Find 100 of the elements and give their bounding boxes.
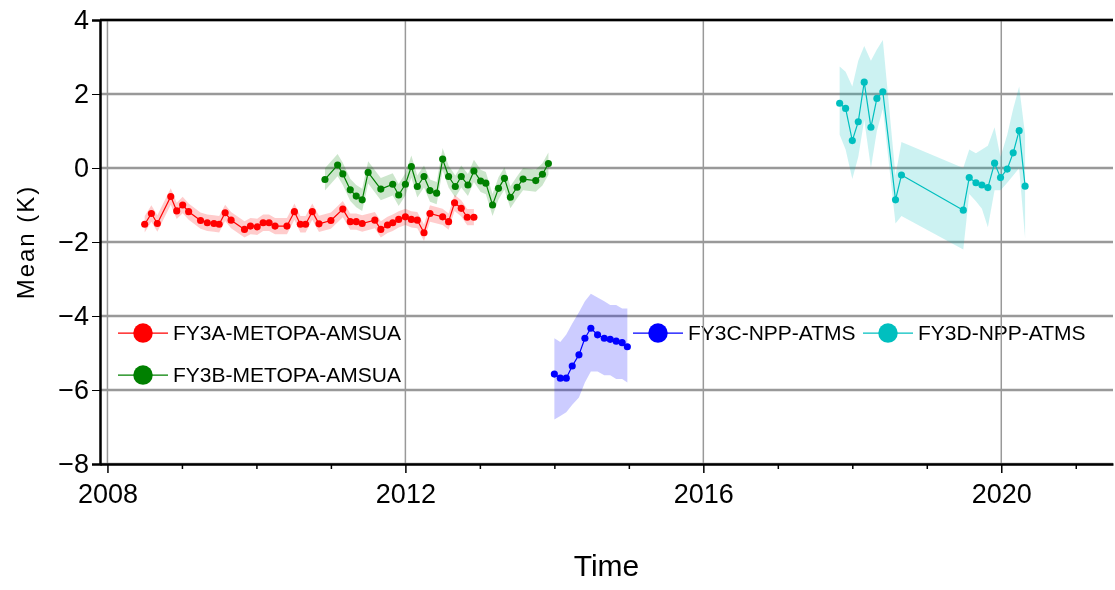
point bbox=[581, 334, 589, 342]
point bbox=[352, 218, 360, 226]
point bbox=[221, 209, 229, 217]
point bbox=[377, 225, 385, 233]
point bbox=[464, 181, 472, 189]
point bbox=[488, 201, 497, 209]
point bbox=[873, 94, 881, 102]
point bbox=[420, 172, 428, 181]
point bbox=[562, 374, 570, 382]
point bbox=[321, 175, 329, 184]
point bbox=[623, 343, 631, 351]
point bbox=[848, 137, 856, 145]
point bbox=[1021, 182, 1029, 190]
point bbox=[457, 172, 465, 181]
point bbox=[606, 335, 614, 343]
x-axis-title: Time bbox=[573, 549, 640, 582]
point bbox=[302, 220, 310, 228]
point bbox=[500, 174, 509, 182]
point bbox=[196, 216, 205, 225]
point bbox=[984, 184, 992, 192]
point bbox=[339, 205, 347, 213]
point bbox=[271, 222, 279, 230]
point bbox=[358, 196, 366, 204]
point bbox=[860, 78, 868, 86]
point bbox=[513, 183, 521, 191]
point bbox=[965, 174, 973, 182]
point bbox=[413, 216, 421, 224]
point bbox=[377, 185, 385, 193]
x-tick-label: 2016 bbox=[673, 478, 734, 509]
point bbox=[618, 339, 626, 347]
legend-label: FY3D-NPP-ATMS bbox=[918, 321, 1086, 345]
point bbox=[836, 99, 844, 107]
point bbox=[246, 222, 255, 230]
point bbox=[346, 186, 354, 194]
point bbox=[395, 215, 403, 223]
point bbox=[426, 187, 434, 195]
point bbox=[568, 362, 576, 370]
point bbox=[879, 88, 887, 96]
point bbox=[407, 162, 415, 171]
y-tick-label: 4 bbox=[73, 5, 89, 36]
point bbox=[389, 180, 397, 188]
point bbox=[445, 218, 453, 226]
y-tick-label: −4 bbox=[58, 301, 89, 332]
point bbox=[575, 351, 583, 359]
point bbox=[413, 182, 421, 191]
point bbox=[451, 182, 459, 191]
point bbox=[371, 216, 379, 224]
point bbox=[532, 177, 540, 185]
point bbox=[420, 229, 428, 237]
point bbox=[1009, 149, 1017, 157]
point bbox=[283, 222, 291, 230]
point bbox=[327, 216, 335, 225]
point bbox=[167, 192, 175, 201]
point bbox=[978, 181, 986, 189]
point bbox=[457, 204, 465, 212]
legend-label: FY3C-NPP-ATMS bbox=[688, 321, 856, 345]
point bbox=[450, 199, 459, 207]
point bbox=[358, 219, 366, 228]
point bbox=[141, 220, 149, 228]
point bbox=[364, 168, 372, 176]
point bbox=[867, 123, 875, 131]
point bbox=[991, 159, 999, 167]
point bbox=[407, 215, 415, 223]
point bbox=[259, 219, 267, 227]
point bbox=[445, 172, 453, 181]
point bbox=[556, 374, 564, 382]
x-tick-label: 2008 bbox=[77, 478, 138, 509]
point bbox=[439, 155, 447, 163]
point bbox=[203, 219, 211, 227]
point bbox=[972, 179, 980, 187]
point bbox=[506, 193, 514, 201]
point bbox=[519, 175, 527, 183]
point bbox=[215, 220, 223, 228]
point bbox=[891, 196, 900, 204]
y-tick-label: −8 bbox=[58, 449, 89, 480]
point bbox=[253, 223, 261, 231]
point bbox=[842, 104, 850, 112]
point bbox=[593, 331, 602, 339]
point bbox=[463, 213, 471, 221]
point bbox=[426, 209, 434, 218]
point bbox=[996, 174, 1005, 182]
point bbox=[147, 209, 155, 218]
point bbox=[482, 179, 490, 187]
point bbox=[433, 189, 441, 197]
point bbox=[308, 208, 316, 216]
point bbox=[153, 219, 161, 228]
point bbox=[544, 160, 552, 168]
point bbox=[897, 171, 906, 179]
y-tick-label: −2 bbox=[58, 227, 89, 258]
point bbox=[240, 225, 249, 233]
point bbox=[470, 167, 478, 175]
point bbox=[395, 191, 403, 199]
point bbox=[1003, 165, 1011, 173]
y-axis-title: Mean (K) bbox=[12, 184, 39, 300]
point bbox=[346, 218, 354, 226]
y-tick-label: 0 bbox=[73, 153, 89, 184]
point bbox=[334, 161, 342, 169]
x-tick-label: 2020 bbox=[971, 478, 1032, 509]
y-tick-label: −6 bbox=[58, 375, 89, 406]
y-tick-label: 2 bbox=[73, 79, 89, 110]
